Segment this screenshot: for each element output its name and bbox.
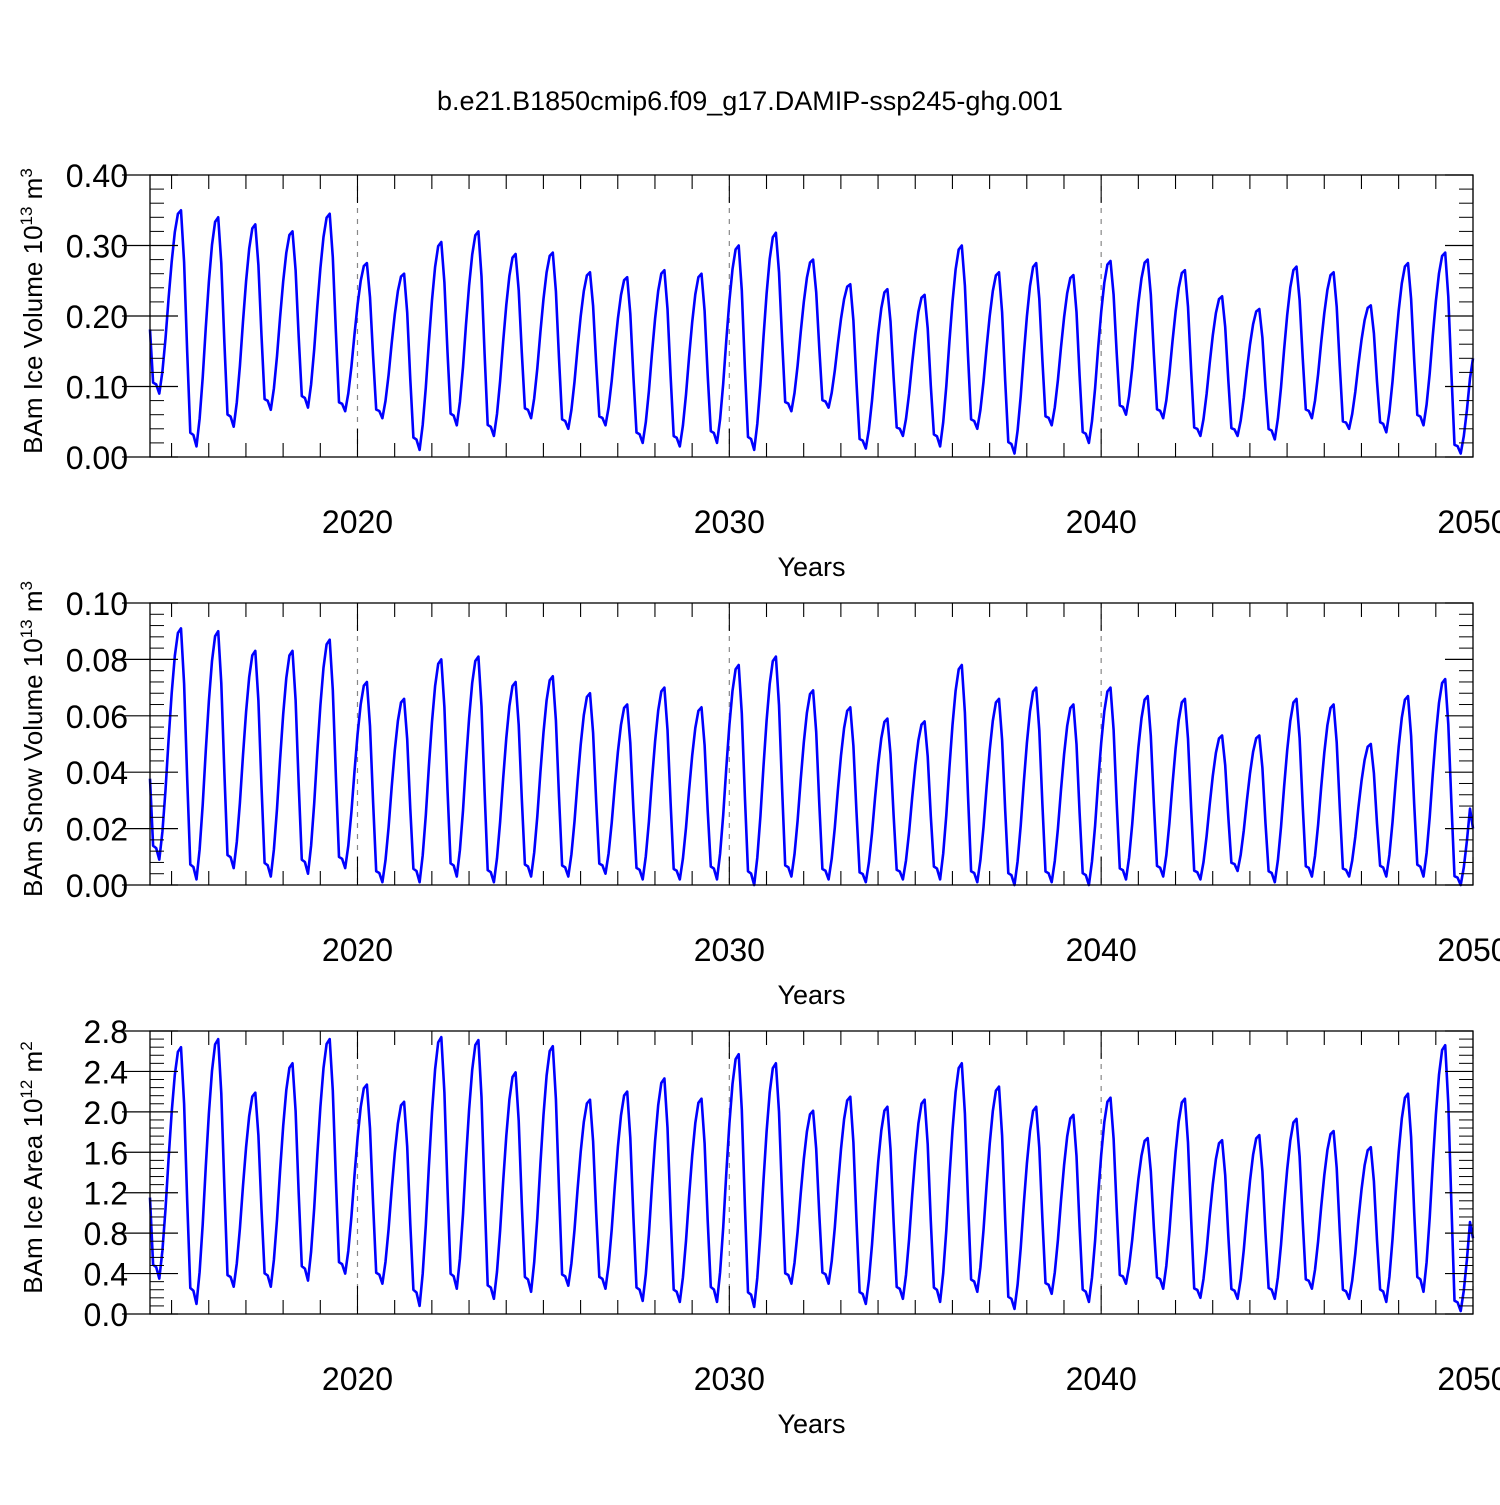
plot-frame — [149, 602, 1474, 886]
x-tick-label: 2040 — [1066, 932, 1137, 968]
y-tick-label: 2.0 — [84, 1095, 128, 1131]
y-tick-label: 0.0 — [84, 1297, 128, 1333]
x-axis-label: Years — [777, 980, 845, 1010]
x-tick-label: 2050 — [1437, 932, 1500, 968]
series-line — [148, 209, 1475, 455]
y-tick-label: 0.30 — [66, 229, 128, 265]
panel-3: 0.0 0.4 0.8 1.2 1.6 2.0 2.4 2.8 2020 2030 2040 2050… — [17, 1014, 1500, 1439]
y-tick-label: 0.10 — [66, 586, 128, 622]
y-tick-label: 0.08 — [66, 642, 128, 678]
panel-1: 0.00 0.10 0.20 0.30 0.40 2020 2030 2040 2050 Year… — [17, 158, 1500, 582]
y-tick-label: 0.04 — [66, 755, 128, 791]
x-tick-label: 2020 — [322, 1361, 393, 1397]
series-line — [148, 1035, 1475, 1313]
y-tick-label: 1.2 — [84, 1176, 128, 1212]
x-tick-label: 2050 — [1437, 1361, 1500, 1397]
x-tick-label: 2020 — [322, 504, 393, 540]
plot-frame — [149, 1030, 1474, 1315]
y-tick-label: 0.10 — [66, 370, 128, 406]
x-tick-label: 2030 — [694, 504, 765, 540]
y-tick-label: 0.4 — [84, 1257, 128, 1293]
y-tick-label: 0.00 — [66, 440, 128, 476]
y-tick-label: 0.40 — [66, 158, 128, 194]
x-tick-label: 2030 — [694, 1361, 765, 1397]
x-tick-label: 2030 — [694, 932, 765, 968]
y-axis-label: BAm Ice Area 1012 m2 — [17, 1041, 48, 1293]
y-tick-label: 2.4 — [84, 1054, 128, 1090]
plot-frame — [149, 174, 1474, 458]
y-tick-label: 0.20 — [66, 299, 128, 335]
x-axis-label: Years — [777, 552, 845, 582]
chart-title: b.e21.B1850cmip6.f09_g17.DAMIP-ssp245-gh… — [437, 86, 1063, 116]
y-tick-label: 0.02 — [66, 812, 128, 848]
y-axis-label: BAm Snow Volume 1013 m3 — [17, 581, 48, 897]
x-tick-label: 2040 — [1066, 504, 1137, 540]
y-tick-label: 0.06 — [66, 699, 128, 735]
series-line — [148, 627, 1475, 887]
y-tick-label: 2.8 — [84, 1014, 128, 1050]
x-tick-label: 2050 — [1437, 504, 1500, 540]
y-tick-label: 1.6 — [84, 1135, 128, 1171]
y-axis-label: BAm Ice Volume 1013 m3 — [17, 168, 48, 454]
x-axis-label: Years — [777, 1409, 845, 1439]
x-tick-label: 2020 — [322, 932, 393, 968]
y-tick-label: 0.8 — [84, 1216, 128, 1252]
x-tick-label: 2040 — [1066, 1361, 1137, 1397]
panel-2: 0.00 0.02 0.04 0.06 0.08 0.10 2020 2030 2040 2050… — [17, 581, 1500, 1010]
y-tick-label: 0.00 — [66, 868, 128, 904]
